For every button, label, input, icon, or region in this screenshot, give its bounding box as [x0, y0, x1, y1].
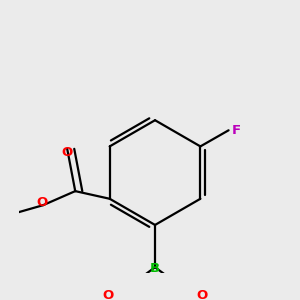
Text: B: B — [150, 262, 160, 275]
Text: O: O — [196, 289, 208, 300]
Text: F: F — [232, 124, 241, 137]
Text: O: O — [36, 196, 48, 209]
Text: O: O — [103, 289, 114, 300]
Text: O: O — [61, 146, 73, 159]
